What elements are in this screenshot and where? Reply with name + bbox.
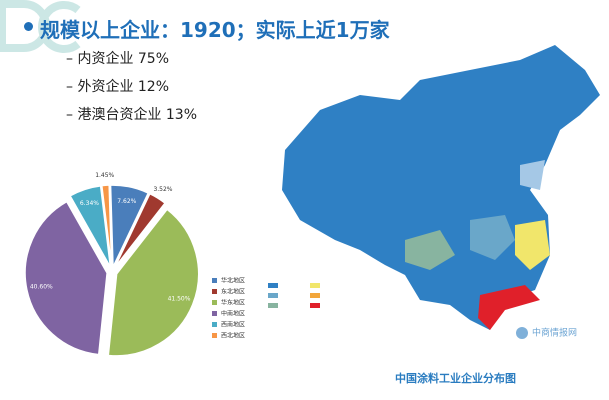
item: – 内资企业 75% — [66, 51, 170, 67]
pie-slice — [113, 192, 167, 269]
map-legend-swatch — [268, 303, 278, 308]
pie-chart: 7.62% 华北地区 3.52% 东北地区 41.50% 华东地区 40.60% 中南地区 6.… — [24, 172, 245, 357]
map-legend — [262, 262, 352, 337]
logo-c — [38, 1, 81, 53]
china-map: 中商情报网 — [262, 45, 600, 339]
pie-slice — [24, 200, 108, 356]
legend-swatch — [212, 278, 217, 283]
pie-slice — [107, 208, 200, 357]
slice-label: 41.50% — [168, 295, 191, 302]
map-region — [478, 285, 540, 330]
pie-slice — [100, 184, 113, 268]
slice-label: 1.45% — [95, 172, 114, 179]
legend-label: 中南地区 — [221, 310, 245, 318]
map-legend-swatch — [268, 293, 278, 298]
pie-slice — [109, 184, 150, 268]
slice-label: 40.60% — [30, 283, 53, 290]
map-legend-swatch — [310, 303, 320, 308]
legend-swatch — [212, 322, 217, 327]
legend-label: 华东地区 — [221, 299, 245, 307]
slice-label: 3.52% — [153, 186, 172, 193]
title: 规模以上企业：1920；实际上近1万家 — [40, 18, 390, 42]
legend-label: 华北地区 — [221, 277, 245, 285]
map-region — [470, 215, 515, 260]
bullet — [24, 22, 33, 31]
legend-swatch — [212, 311, 217, 316]
map-region — [520, 160, 545, 190]
map-region — [515, 220, 550, 270]
pie-slice — [69, 185, 112, 268]
legend-label: 西北地区 — [221, 332, 245, 340]
slice-label: 7.62% — [117, 198, 136, 205]
map-region — [405, 230, 455, 270]
legend-label: 西南地区 — [221, 321, 245, 329]
legend-swatch — [212, 289, 217, 294]
watermark: 中商情报网 — [532, 327, 577, 339]
watermark-icon — [516, 327, 528, 339]
slice-label: 6.34% — [80, 200, 99, 207]
map-caption: 中国涂料工业企业分布图 — [395, 372, 516, 385]
legend-swatch — [212, 333, 217, 338]
legend-swatch — [212, 300, 217, 305]
map-legend-swatch — [310, 283, 320, 288]
item: – 外资企业 12% — [66, 79, 170, 95]
item: – 港澳台资企业 13% — [66, 107, 198, 123]
logo-d — [0, 0, 50, 52]
map-legend-swatch — [310, 293, 320, 298]
map-legend-swatch — [268, 283, 278, 288]
legend-label: 东北地区 — [221, 288, 245, 296]
logo — [0, 0, 81, 53]
